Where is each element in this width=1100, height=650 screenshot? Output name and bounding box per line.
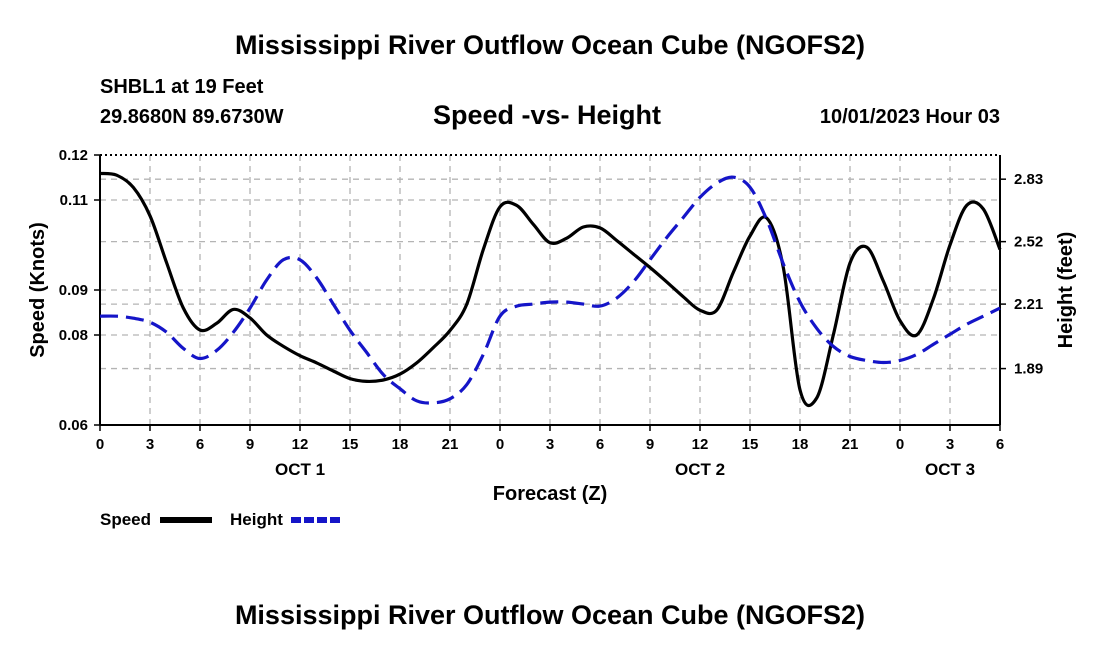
x-tick-label: 6 — [996, 436, 1004, 453]
x-tick-label: 6 — [196, 436, 204, 453]
x-tick-label: 21 — [442, 436, 459, 453]
y-tick-label: 0.11 — [60, 192, 88, 209]
x-tick-label: 0 — [896, 436, 904, 453]
x-tick-label: 18 — [392, 436, 409, 453]
grid-lines — [100, 155, 1000, 425]
series-line-height — [99, 175, 1001, 405]
x-tick-label: 3 — [546, 436, 554, 453]
data-series — [99, 171, 1002, 408]
day-label: OCT 3 — [925, 460, 975, 479]
page-title: Mississippi River Outflow Ocean Cube (NG… — [234, 30, 866, 60]
chart-title: Speed -vs- Height — [433, 100, 662, 130]
x-tick-label: 6 — [596, 436, 604, 453]
y-tick-label: 0.08 — [59, 327, 88, 344]
y-tick-label: 0.09 — [59, 282, 88, 299]
x-axis-label: Forecast (Z) — [493, 483, 607, 505]
x-tick-label: 0 — [96, 436, 104, 453]
x-tick-label: 9 — [246, 436, 254, 453]
x-tick-label: 15 — [342, 436, 359, 453]
x-tick-label: 21 — [842, 436, 859, 453]
y-tick-label: 0.12 — [59, 147, 88, 164]
station-label: SHBL1 at 19 Feet — [100, 76, 264, 98]
x-tick-label: 3 — [146, 436, 154, 453]
day-label: OCT 1 — [275, 460, 325, 479]
legend-speed-label: Speed — [100, 510, 152, 529]
y2-axis-label: Height (feet) — [1055, 232, 1077, 349]
y2-tick-label: 2.21 — [1014, 296, 1043, 313]
x-tick-label: 3 — [946, 436, 954, 453]
bottom-page-title: Mississippi River Outflow Ocean Cube (NG… — [234, 600, 866, 630]
y-axis-label: Speed (Knots) — [27, 222, 49, 358]
station-coordinates: 29.8680N 89.6730W — [100, 106, 284, 128]
day-label: OCT 2 — [675, 460, 725, 479]
y2-tick-label: 2.52 — [1014, 234, 1043, 251]
x-tick-label: 9 — [646, 436, 654, 453]
x-tick-label: 15 — [742, 436, 759, 453]
x-tick-label: 12 — [292, 436, 309, 453]
y-tick-label: 0.06 — [59, 417, 88, 434]
x-tick-label: 12 — [692, 436, 709, 453]
y2-tick-label: 2.83 — [1014, 171, 1043, 188]
x-tick-label: 0 — [496, 436, 504, 453]
legend-height-label: Height — [230, 510, 283, 529]
axis-ticks: 0 3 6 9 12 15 18 21 0 3 6 9 12 15 18 21 0 3 6 OCT 1 OCT 2 OCT… — [59, 147, 1043, 479]
forecast-datetime: 10/01/2023 Hour 03 — [819, 106, 1000, 128]
y2-tick-label: 1.89 — [1014, 361, 1043, 378]
series-line-speed — [99, 171, 1002, 408]
x-tick-label: 18 — [792, 436, 809, 453]
